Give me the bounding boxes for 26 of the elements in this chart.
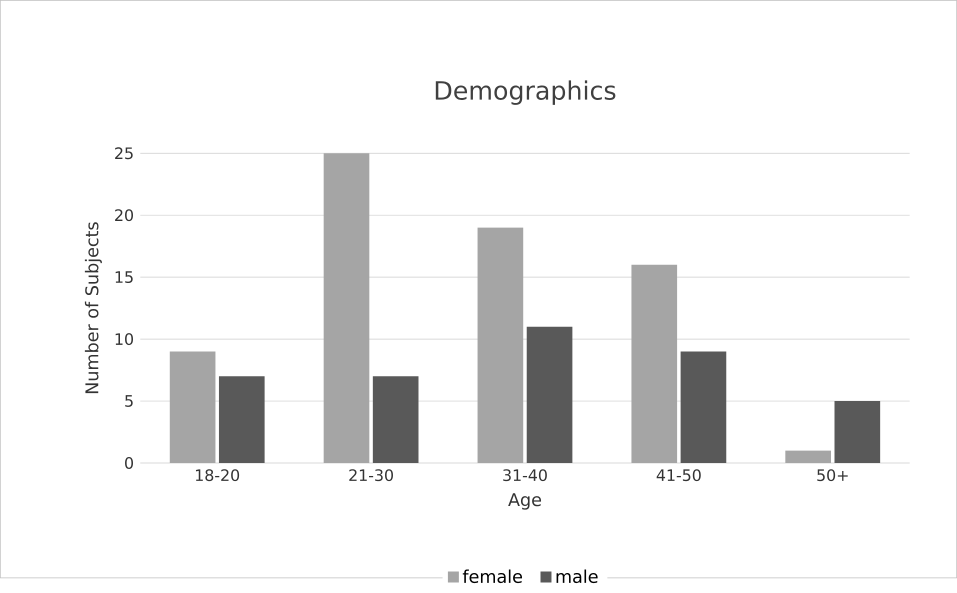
y-tick-label: 15: [116, 272, 133, 284]
x-tick-label: 50+: [817, 469, 848, 482]
x-tick-label: 41-50: [656, 469, 701, 482]
bar: [372, 376, 418, 464]
y-axis-title: Number of Subjects: [84, 222, 102, 394]
bar: [834, 401, 880, 464]
y-tick-label: 20: [115, 209, 133, 222]
y-tick-label: 5: [125, 395, 133, 408]
bar: [170, 352, 216, 464]
y-tick-label: 25: [115, 148, 133, 160]
x-axis-title: Age: [508, 493, 542, 510]
bar: [218, 376, 265, 464]
bar: [324, 153, 370, 464]
chart-title: Demographics: [436, 80, 616, 106]
bar: [785, 450, 831, 464]
legend-label: female: [462, 570, 522, 584]
y-tick-label: 0: [125, 457, 134, 470]
bar: [478, 228, 524, 464]
legend-label: male: [556, 570, 598, 584]
x-tick-label: 21-30: [349, 469, 393, 482]
bar: [526, 326, 572, 464]
y-tick-label: 10: [116, 333, 133, 346]
x-tick-label: 31-40: [503, 469, 547, 482]
x-tick-label: 18-20: [196, 469, 240, 482]
bar: [631, 265, 678, 464]
bar: [680, 352, 726, 464]
